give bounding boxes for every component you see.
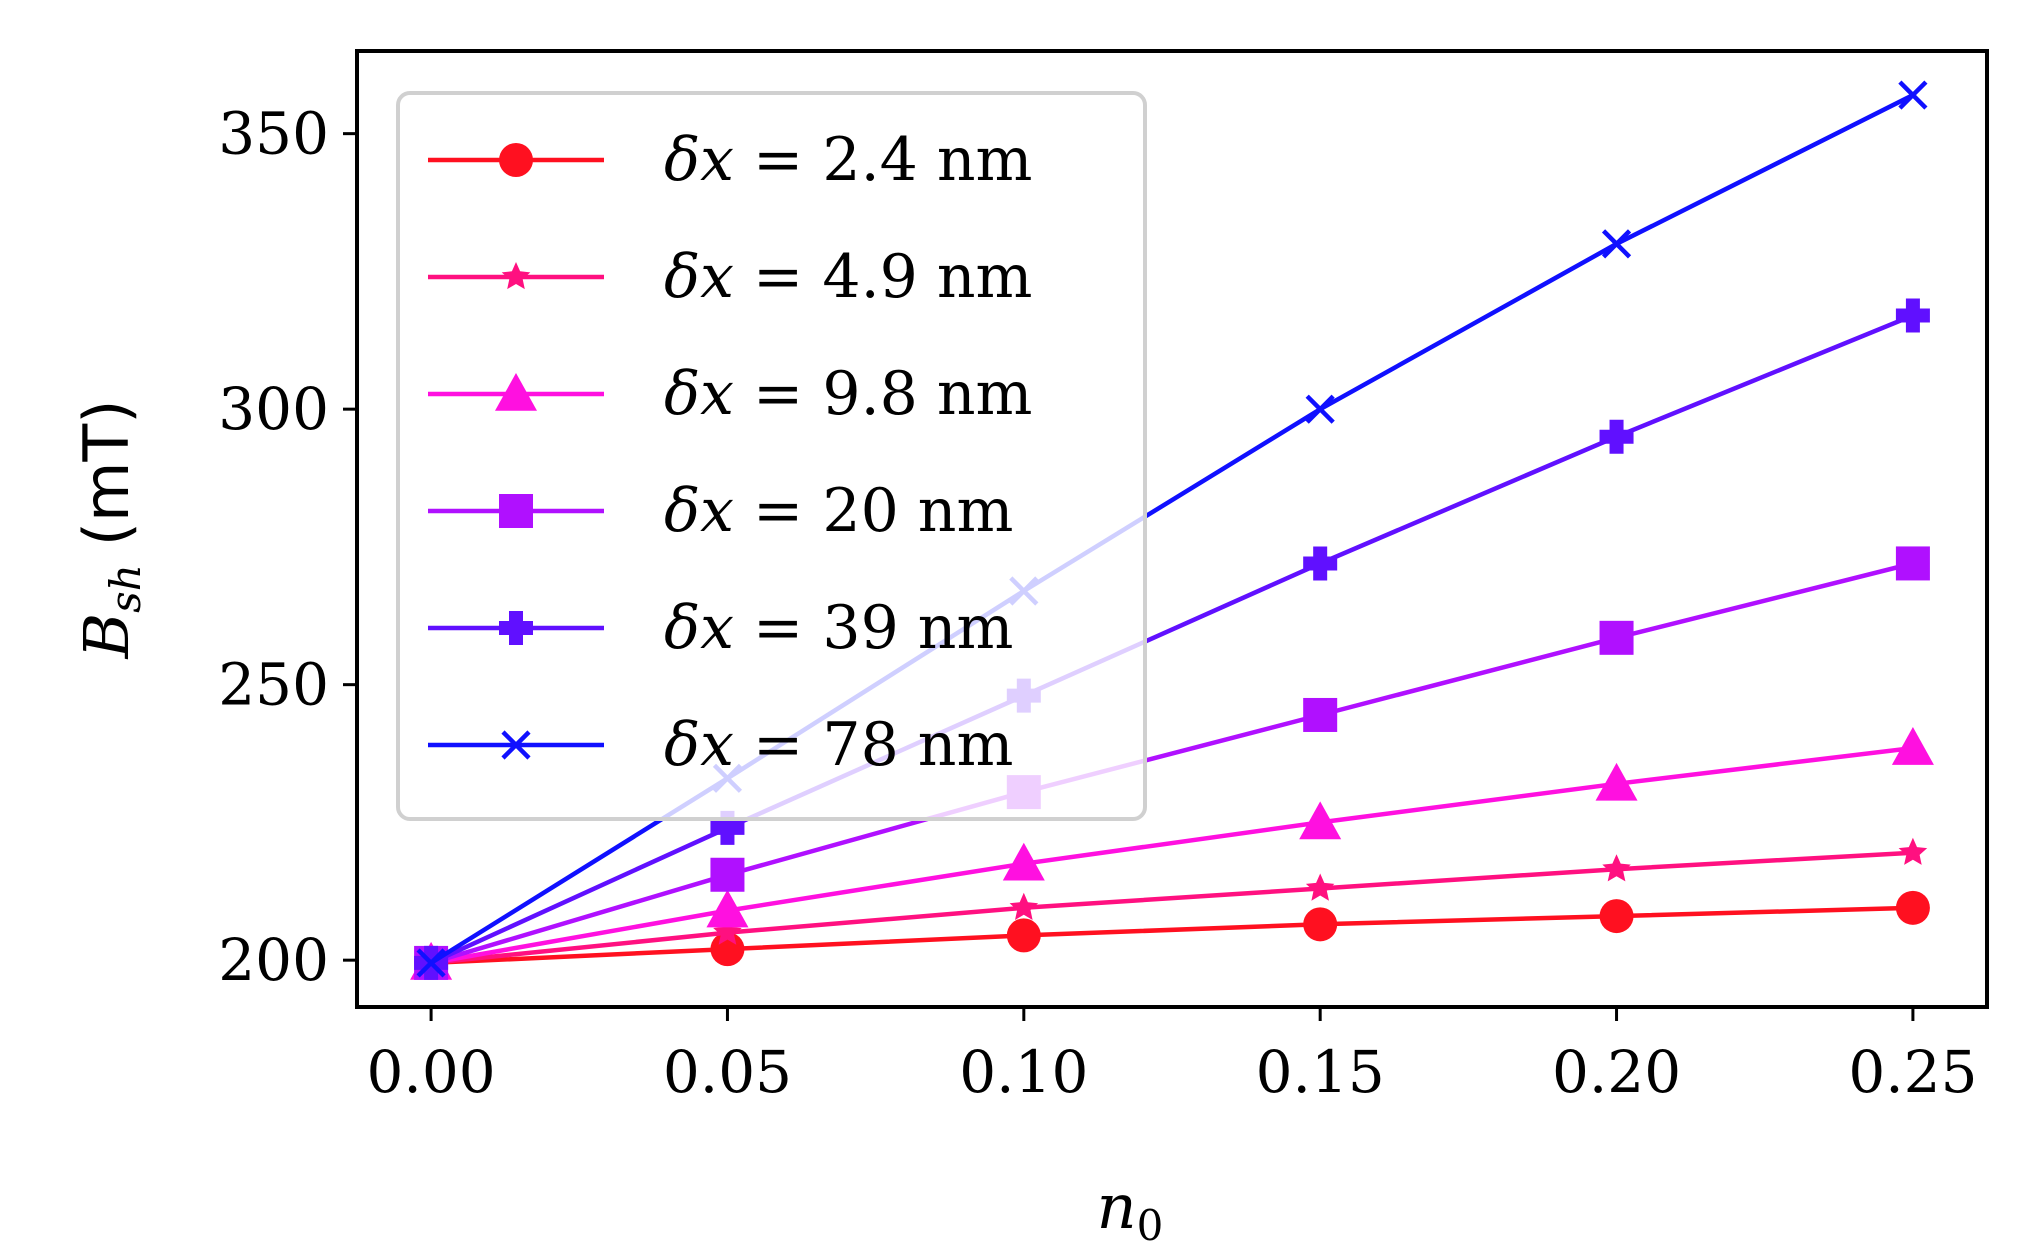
x-tick-label: 0.05 bbox=[663, 1038, 792, 1106]
legend-label: δx = 9.8 nm bbox=[664, 359, 1032, 429]
series-line bbox=[430, 313, 1914, 965]
data-point bbox=[1303, 907, 1338, 942]
legend-label: δx = 2.4 nm bbox=[664, 125, 1032, 195]
y-axis-label: Bsh(mT) bbox=[70, 400, 150, 660]
data-point bbox=[713, 917, 742, 945]
legend-marker bbox=[499, 611, 533, 645]
data-point bbox=[1299, 801, 1342, 840]
svg-text:Bsh(mT): Bsh(mT) bbox=[70, 400, 150, 660]
y-tick-label: 250 bbox=[218, 651, 329, 719]
x-tick-label: 0.25 bbox=[1848, 1038, 1977, 1106]
data-point bbox=[1599, 419, 1634, 454]
series-line bbox=[430, 850, 1914, 966]
data-point bbox=[710, 857, 745, 892]
legend-label: δx = 20 nm bbox=[664, 476, 1013, 546]
data-point bbox=[1006, 918, 1041, 953]
series-line bbox=[430, 745, 1914, 966]
legend-entry-2: δx = 9.8 nm bbox=[428, 359, 1032, 429]
data-point bbox=[1891, 727, 1934, 765]
data-point bbox=[1895, 890, 1930, 925]
y-tick-label: 200 bbox=[218, 926, 329, 994]
legend-entry-4: δx = 39 nm bbox=[428, 593, 1013, 663]
legend-entry-3: δx = 20 nm bbox=[428, 476, 1013, 546]
legend-label: δx = 4.9 nm bbox=[664, 242, 1032, 312]
legend-entry-0: δx = 2.4 nm bbox=[428, 125, 1032, 195]
x-tick-label: 0.20 bbox=[1552, 1038, 1681, 1106]
series-2 bbox=[410, 727, 1934, 980]
data-point bbox=[1599, 899, 1634, 934]
legend-box bbox=[396, 91, 1147, 821]
data-point bbox=[1305, 394, 1335, 424]
y-tick-label: 300 bbox=[218, 375, 329, 443]
series-line bbox=[430, 905, 1913, 966]
data-point bbox=[1898, 837, 1928, 865]
data-point bbox=[710, 810, 745, 845]
data-point bbox=[416, 948, 446, 978]
x-tick-label: 0.00 bbox=[367, 1038, 496, 1106]
data-point bbox=[1898, 80, 1928, 110]
data-point bbox=[1002, 842, 1045, 881]
data-point bbox=[710, 932, 745, 967]
legend-marker bbox=[499, 143, 533, 177]
legend-marker bbox=[499, 494, 533, 528]
x-tick-label: 0.10 bbox=[959, 1038, 1088, 1106]
x-axis-label: n0 bbox=[1097, 1170, 1164, 1250]
y-tick-label: 350 bbox=[218, 100, 329, 168]
data-point bbox=[1895, 298, 1930, 333]
legend-label: δx = 39 nm bbox=[664, 593, 1013, 663]
legend-entry-1: δx = 4.9 nm bbox=[428, 242, 1032, 312]
axis-ticks: 0.00 0.05 0.10 0.15 0.20 0.25 200 250 300 350 bbox=[218, 100, 1977, 1106]
data-point bbox=[1601, 229, 1632, 259]
data-point bbox=[1303, 546, 1338, 581]
series-0 bbox=[414, 890, 1930, 980]
legend-label: δx = 78 nm bbox=[664, 710, 1013, 780]
series-line bbox=[430, 561, 1914, 966]
legend-marker bbox=[495, 373, 537, 411]
data-point bbox=[1602, 854, 1631, 882]
data-point bbox=[1895, 546, 1930, 581]
legend-marker bbox=[501, 730, 531, 760]
data-point bbox=[1303, 697, 1338, 732]
x-tick-label: 0.15 bbox=[1256, 1038, 1385, 1106]
data-point bbox=[1599, 620, 1634, 655]
legend: δx = 2.4 nm δx = 4.9 nm δx = 9.8 nm δx = 20… bbox=[396, 91, 1147, 821]
plot-frame bbox=[355, 49, 1989, 1009]
data-point bbox=[1009, 892, 1039, 920]
series-layer bbox=[410, 80, 1934, 980]
data-point bbox=[706, 889, 749, 928]
data-point bbox=[1595, 762, 1638, 801]
legend-marker bbox=[501, 262, 531, 290]
data-point bbox=[1305, 873, 1335, 901]
legend-entry-5: δx = 78 nm bbox=[428, 710, 1013, 780]
